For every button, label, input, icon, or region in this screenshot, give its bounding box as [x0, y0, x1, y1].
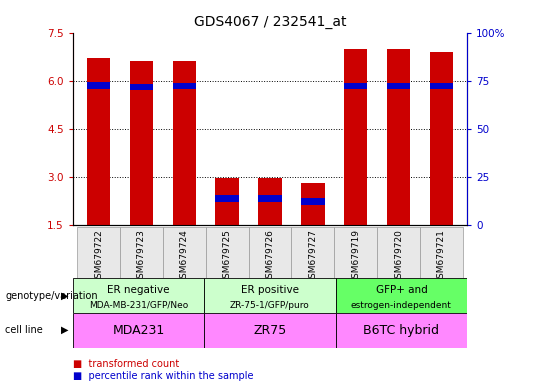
Bar: [344, 83, 368, 89]
Text: ▶: ▶: [60, 325, 68, 335]
Bar: [163, 227, 206, 278]
Text: GSM679726: GSM679726: [266, 229, 274, 284]
Bar: [377, 227, 420, 278]
Bar: [430, 52, 453, 225]
Text: ER negative: ER negative: [107, 285, 170, 296]
Bar: [215, 178, 239, 225]
Bar: [336, 313, 467, 348]
Text: GFP+ and: GFP+ and: [375, 285, 427, 296]
Bar: [172, 61, 196, 225]
Bar: [387, 49, 410, 225]
Bar: [420, 227, 463, 278]
Bar: [334, 227, 377, 278]
Text: ▶: ▶: [60, 291, 68, 301]
Text: ■  percentile rank within the sample: ■ percentile rank within the sample: [73, 371, 253, 381]
Bar: [258, 178, 282, 225]
Text: GSM679724: GSM679724: [180, 229, 189, 284]
Bar: [301, 199, 325, 205]
Bar: [215, 195, 239, 202]
Bar: [292, 227, 334, 278]
Bar: [73, 278, 204, 313]
Text: ZR-75-1/GFP/puro: ZR-75-1/GFP/puro: [230, 301, 310, 310]
Bar: [204, 278, 336, 313]
Text: estrogen-independent: estrogen-independent: [351, 301, 452, 310]
Bar: [73, 313, 204, 348]
Bar: [387, 83, 410, 89]
Bar: [336, 278, 467, 313]
Text: GSM679720: GSM679720: [394, 229, 403, 284]
Text: ■  transformed count: ■ transformed count: [73, 359, 179, 369]
Bar: [87, 82, 110, 89]
Bar: [248, 227, 292, 278]
Bar: [130, 61, 153, 225]
Bar: [301, 183, 325, 225]
Bar: [204, 313, 336, 348]
Bar: [130, 84, 153, 90]
Text: GSM679727: GSM679727: [308, 229, 318, 284]
Text: MDA-MB-231/GFP/Neo: MDA-MB-231/GFP/Neo: [89, 301, 188, 310]
Text: GSM679722: GSM679722: [94, 229, 103, 284]
Bar: [77, 227, 120, 278]
Bar: [430, 83, 453, 89]
Title: GDS4067 / 232541_at: GDS4067 / 232541_at: [194, 15, 346, 29]
Text: ZR75: ZR75: [253, 324, 287, 337]
Text: GSM679723: GSM679723: [137, 229, 146, 284]
Text: cell line: cell line: [5, 325, 43, 335]
Bar: [258, 195, 282, 202]
Text: GSM679725: GSM679725: [222, 229, 232, 284]
Bar: [344, 49, 368, 225]
Bar: [120, 227, 163, 278]
Text: genotype/variation: genotype/variation: [5, 291, 98, 301]
Text: GSM679719: GSM679719: [351, 229, 360, 284]
Bar: [206, 227, 248, 278]
Text: MDA231: MDA231: [112, 324, 165, 337]
Text: ER positive: ER positive: [241, 285, 299, 296]
Text: GSM679721: GSM679721: [437, 229, 446, 284]
Bar: [87, 58, 110, 225]
Bar: [172, 83, 196, 89]
Text: B6TC hybrid: B6TC hybrid: [363, 324, 440, 337]
